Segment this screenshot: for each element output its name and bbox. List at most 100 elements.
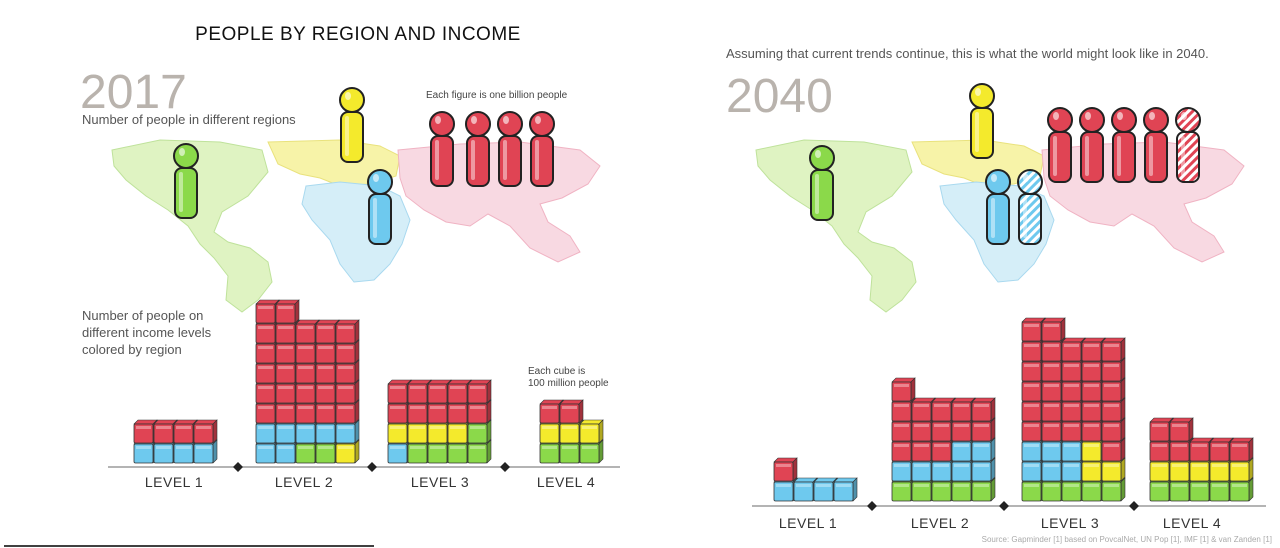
cube-asia [1061,337,1086,362]
asia-person-5 [1175,107,1201,183]
cube-americas [579,439,604,464]
cube-asia [255,299,280,324]
cube-asia [1061,377,1086,402]
cube-asia [1169,417,1194,442]
cube-americas [971,477,996,502]
cube-africa [1061,437,1086,462]
cube-asia [1101,377,1126,402]
cube-americas [539,439,564,464]
cube-asia [153,419,178,444]
cube-asia [1081,337,1106,362]
income-cubes [133,299,604,464]
cube-asia [275,299,300,324]
cube-americas [407,439,432,464]
panel-2017: PEOPLE BY REGION AND INCOME 2017 Number … [4,24,620,547]
cube-europe [1101,457,1126,482]
cube-asia [1149,437,1174,462]
cube-asia [335,379,360,404]
map-europe [911,139,1045,187]
cube-asia [1101,437,1126,462]
cube-note-line-2: 100 million people [528,378,609,389]
cube-asia [1189,437,1214,462]
level-3-stack [1021,317,1126,502]
cube-africa [891,457,916,482]
level-label-1: LEVEL 1 [779,515,837,531]
africa-person-1 [367,169,393,245]
asia-person-1 [1047,107,1073,183]
figure-note: Each figure is one billion people [426,90,568,101]
cube-asia [1021,357,1046,382]
europe-person-1 [969,83,995,159]
cube-asia [173,419,198,444]
cube-asia [1101,337,1126,362]
cube-europe [447,419,472,444]
cube-europe [1209,457,1234,482]
cube-americas [315,439,340,464]
cube-asia [1021,377,1046,402]
cube-europe [539,419,564,444]
cube-asia [1061,417,1086,442]
cube-asia [295,319,320,344]
cube-asia [1041,417,1066,442]
cube-asia [1021,337,1046,362]
cube-asia [1101,397,1126,422]
cube-asia [387,379,412,404]
cube-americas [1169,477,1194,502]
cube-africa [315,419,340,444]
income-cubes [773,317,1254,502]
cube-asia [387,399,412,424]
level-2-stack [891,377,996,502]
cube-asia [911,417,936,442]
cube-africa [173,439,198,464]
infographic-2017: PEOPLE BY REGION AND INCOME 2017 Number … [4,24,620,547]
diamond-marker-icon [233,462,243,472]
cube-asia [275,379,300,404]
cube-asia [1081,397,1106,422]
cube-africa [931,457,956,482]
cube-americas [427,439,452,464]
cube-europe [1189,457,1214,482]
cube-asia [255,319,280,344]
cube-africa [773,477,798,502]
map-asia [1041,141,1245,263]
cube-asia [467,379,492,404]
cube-asia [971,397,996,422]
cube-asia [335,319,360,344]
cube-asia [1169,437,1194,462]
cube-europe [559,419,584,444]
africa-person-1 [985,169,1011,245]
cube-europe [1229,457,1254,482]
cube-asia [255,379,280,404]
level-4-stack [539,399,604,464]
cube-asia [295,399,320,424]
cube-asia [1149,417,1174,442]
cube-africa [1021,457,1046,482]
cube-asia [275,359,300,384]
people-figures [809,83,1201,245]
cube-europe [335,439,360,464]
diamond-marker-icon [867,501,877,511]
cube-asia [255,359,280,384]
cube-asia [295,359,320,384]
regions-caption: Assuming that current trends continue, t… [726,46,1209,61]
panel-2040: Assuming that current trends continue, t… [640,0,1280,548]
cube-asia [315,399,340,424]
level-1-stack [133,419,218,464]
level-1-stack [773,457,858,502]
cube-africa [951,457,976,482]
cube-asia [951,417,976,442]
cube-africa [971,437,996,462]
cube-asia [315,339,340,364]
asia-person-1 [429,111,455,187]
cube-asia [427,379,452,404]
cube-asia [193,419,218,444]
cube-asia [931,417,956,442]
cube-africa [1061,457,1086,482]
cube-asia [1081,357,1106,382]
cube-americas [1061,477,1086,502]
cube-asia [1041,357,1066,382]
income-caption-line-2: different income levels [82,325,212,340]
cube-asia [1061,397,1086,422]
cube-americas [1209,477,1234,502]
cube-africa [387,439,412,464]
